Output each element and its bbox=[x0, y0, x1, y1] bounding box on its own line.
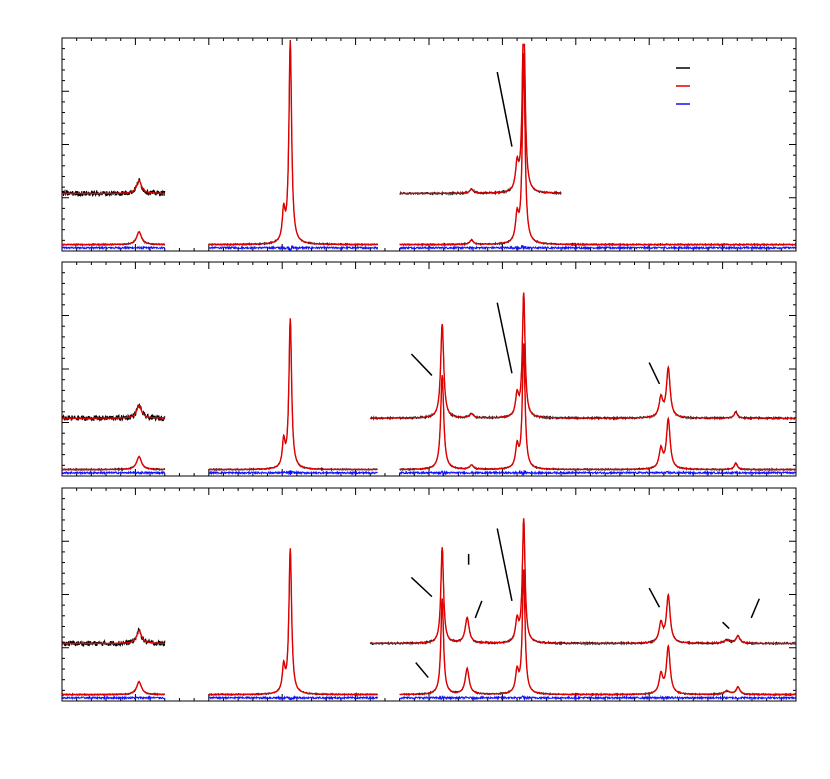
panel-2 bbox=[61, 261, 797, 477]
fit-series bbox=[62, 548, 796, 696]
axis-ticks bbox=[61, 37, 797, 252]
annotation-marker bbox=[410, 576, 433, 598]
fit-zoom-series bbox=[62, 518, 796, 645]
panel-3 bbox=[61, 487, 797, 702]
fit-zoom-series bbox=[62, 292, 796, 419]
residual-series bbox=[61, 694, 797, 702]
data-zoom-series bbox=[61, 292, 797, 422]
plot-frame bbox=[61, 37, 797, 252]
residual-series bbox=[61, 244, 797, 252]
panel-1 bbox=[61, 37, 797, 252]
annotation-marker bbox=[750, 598, 760, 619]
annotation-marker bbox=[496, 302, 513, 374]
annotation-marker bbox=[648, 362, 661, 385]
fit-series bbox=[62, 40, 796, 246]
plot-frame bbox=[61, 261, 797, 477]
annotation-marker bbox=[496, 71, 513, 147]
data-zoom-series bbox=[61, 518, 797, 648]
annotation-marker bbox=[474, 600, 483, 619]
residual-series bbox=[61, 469, 797, 477]
fit-series bbox=[62, 318, 796, 471]
annotation-marker bbox=[722, 621, 730, 630]
data-zoom-series bbox=[61, 43, 562, 198]
legend bbox=[676, 67, 690, 105]
annotation-marker bbox=[410, 353, 433, 376]
annotation-marker bbox=[648, 587, 661, 608]
fit-zoom-series bbox=[62, 43, 562, 195]
data-series bbox=[61, 548, 797, 697]
data-series bbox=[61, 318, 797, 472]
axis-ticks bbox=[61, 261, 797, 477]
annotation-marker bbox=[496, 528, 513, 602]
data-series bbox=[61, 39, 797, 247]
annotation-marker bbox=[415, 662, 429, 679]
